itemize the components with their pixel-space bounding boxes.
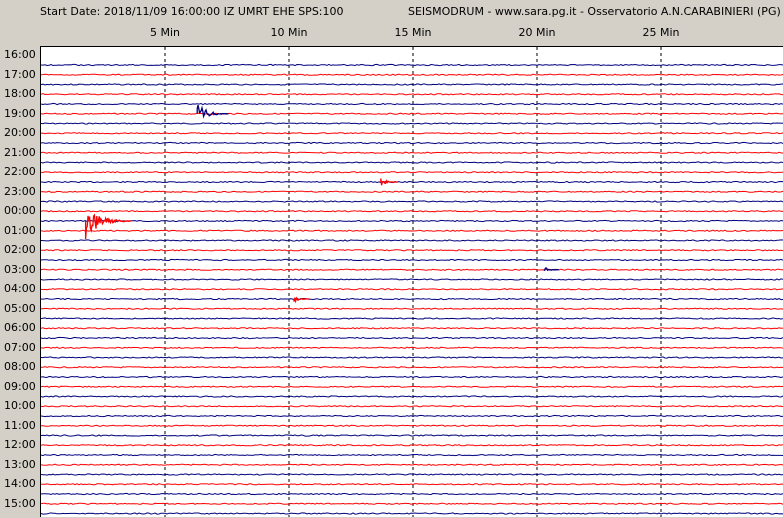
minute-label-25: 25 Min: [642, 26, 680, 39]
trace-line: [41, 327, 783, 330]
trace-line: [41, 278, 783, 281]
trace-line: [41, 151, 783, 154]
trace-line: [41, 317, 783, 320]
trace-line: [41, 200, 783, 203]
trace-line: [41, 63, 783, 67]
hour-label: 18:00: [4, 87, 36, 100]
seismic-event-burst: [196, 104, 229, 119]
seismic-event-burst: [380, 178, 398, 186]
trace-line: [41, 385, 783, 388]
trace-line: [41, 141, 783, 145]
trace-line: [41, 512, 783, 515]
hour-label: 14:00: [4, 477, 36, 490]
hour-label: 19:00: [4, 106, 36, 120]
hour-label: 05:00: [4, 301, 36, 315]
trace-line: [41, 122, 783, 125]
hour-label: 02:00: [4, 243, 36, 256]
trace-line: [41, 483, 783, 486]
hour-label: 00:00: [4, 204, 36, 217]
trace-line: [41, 102, 783, 106]
trace-line: [41, 288, 783, 291]
trace-line: [41, 171, 783, 174]
trace-line: [41, 297, 783, 301]
seismic-event-burst: [84, 213, 132, 240]
hour-label: 01:00: [4, 223, 36, 237]
seismic-event-burst: [543, 267, 559, 272]
hour-label: 17:00: [4, 67, 36, 81]
hour-label: 13:00: [4, 457, 36, 471]
seismic-event-burst: [293, 296, 311, 304]
trace-line: [41, 132, 783, 135]
trace-line: [41, 375, 783, 379]
trace-line: [41, 268, 783, 271]
minute-label-10: 10 Min: [270, 26, 308, 39]
hour-label: 16:00: [4, 48, 36, 61]
trace-line: [41, 307, 783, 310]
trace-line: [41, 112, 783, 115]
trace-line: [41, 434, 783, 437]
minute-label-15: 15 Min: [394, 26, 432, 39]
trace-line: [41, 161, 783, 164]
trace-line: [41, 424, 783, 427]
minute-label-5: 5 Min: [149, 26, 181, 39]
trace-line: [41, 473, 783, 476]
trace-line: [41, 414, 783, 418]
hour-label: 23:00: [4, 184, 36, 198]
hour-label: 08:00: [4, 360, 36, 373]
hour-label: 03:00: [4, 262, 36, 276]
trace-line: [41, 356, 783, 359]
trace-line: [41, 463, 783, 466]
hour-label: 07:00: [4, 340, 36, 354]
trace-line: [41, 239, 783, 242]
hour-label: 22:00: [4, 165, 36, 178]
hour-label: 12:00: [4, 438, 36, 451]
trace-line: [41, 190, 783, 193]
trace-line: [41, 93, 783, 96]
hour-label: 21:00: [4, 145, 36, 159]
hour-label: 11:00: [4, 418, 36, 432]
trace-line: [41, 229, 783, 232]
trace-line: [41, 444, 783, 447]
hour-label: 09:00: [4, 379, 36, 393]
seismogram-plot: [40, 46, 783, 517]
trace-line: [41, 83, 783, 86]
trace-line: [41, 73, 783, 76]
hour-label: 10:00: [4, 399, 36, 412]
hour-label: 15:00: [4, 496, 36, 510]
start-date-info: Start Date: 2018/11/09 16:00:00 IZ UMRT …: [40, 5, 344, 18]
trace-line: [41, 336, 783, 340]
trace-line: [41, 249, 783, 252]
trace-line: [41, 180, 783, 184]
trace-line: [41, 346, 783, 349]
hour-label: 20:00: [4, 126, 36, 139]
trace-line: [41, 258, 783, 262]
trace-line: [41, 219, 783, 223]
trace-line: [41, 492, 783, 496]
trace-line: [41, 366, 783, 369]
trace-line: [41, 453, 783, 457]
minute-label-20: 20 Min: [518, 26, 556, 39]
trace-line: [41, 395, 783, 398]
hour-label: 04:00: [4, 282, 36, 295]
trace-line: [41, 210, 783, 213]
hour-label: 06:00: [4, 321, 36, 334]
trace-line: [41, 405, 783, 408]
station-title: SEISMODRUM - www.sara.pg.it - Osservator…: [408, 5, 781, 18]
seismogram-traces: [41, 47, 783, 517]
trace-line: [41, 502, 783, 505]
